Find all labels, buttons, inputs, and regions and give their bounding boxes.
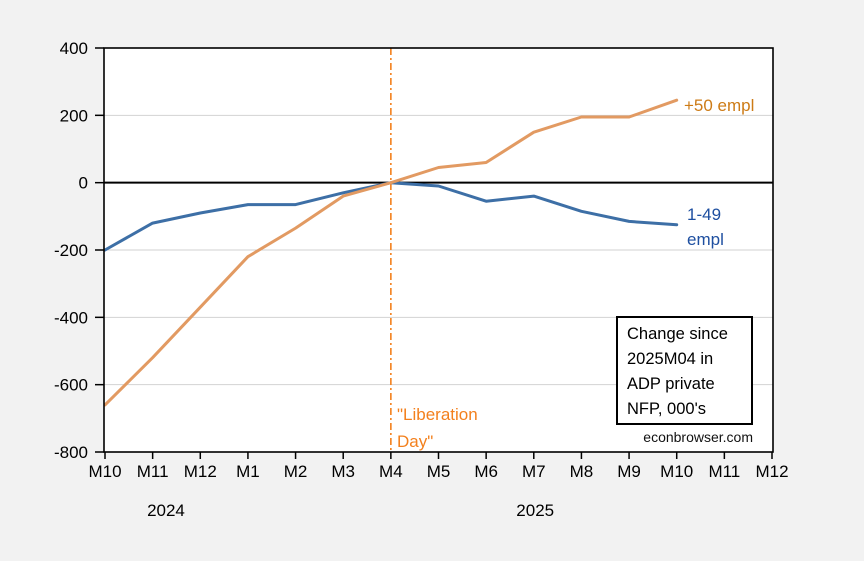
y-tick-label: -400 <box>54 308 88 327</box>
x-tick-label: M12 <box>755 462 788 481</box>
series-label-text: 1-49 <box>687 205 722 224</box>
x-tick-label: M12 <box>184 462 217 481</box>
x-tick-label: M9 <box>617 462 641 481</box>
y-tick-label: -600 <box>54 376 88 395</box>
year-label: 2024 <box>147 501 185 520</box>
event-label-line: Day" <box>397 432 434 451</box>
x-tick-label: M1 <box>236 462 260 481</box>
y-tick-label: -200 <box>54 241 88 260</box>
x-tick-label: M5 <box>427 462 451 481</box>
x-tick-label: M10 <box>88 462 121 481</box>
annotation-line: ADP private <box>627 375 715 393</box>
watermark: econbrowser.com <box>643 429 753 445</box>
x-tick-label: M3 <box>331 462 355 481</box>
series-label-1-49-empl: 1-49 empl <box>687 202 724 252</box>
annotation-line: NFP, 000's <box>627 400 706 418</box>
annotation-line: Change since <box>627 325 728 343</box>
liberation-day-label: "Liberation Day" <box>397 401 478 455</box>
y-tick-label: 0 <box>79 174 88 193</box>
y-tick-label: 200 <box>60 106 88 125</box>
x-tick-label: M4 <box>379 462 403 481</box>
x-tick-label: M10 <box>660 462 693 481</box>
series-label-text: empl <box>687 230 724 249</box>
x-tick-label: M7 <box>522 462 546 481</box>
event-label-line: "Liberation <box>397 405 478 424</box>
x-tick-label: M8 <box>570 462 594 481</box>
series-label-plus50-empl: +50 empl <box>684 93 754 118</box>
x-tick-label: M11 <box>137 462 169 481</box>
annotation-line: 2025M04 in <box>627 350 714 368</box>
y-tick-label: 400 <box>60 39 88 58</box>
y-tick-label: -800 <box>54 443 88 462</box>
x-tick-label: M11 <box>708 462 740 481</box>
x-tick-label: M2 <box>284 462 308 481</box>
year-label: 2025 <box>516 501 554 520</box>
series-line--50-empl <box>103 98 679 407</box>
annotation-box: Change since 2025M04 in ADP private NFP,… <box>616 316 753 425</box>
x-tick-label: M6 <box>474 462 498 481</box>
series-label-text: +50 empl <box>684 96 755 115</box>
